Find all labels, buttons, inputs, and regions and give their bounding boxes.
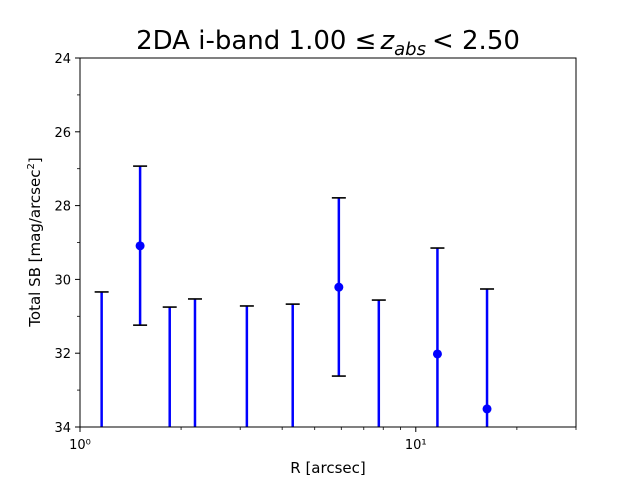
y-tick-label: 24 (54, 52, 71, 67)
x-tick-label: 10⁰ (69, 438, 91, 453)
y-tick-label: 30 (54, 273, 71, 288)
y-tick-label: 34 (54, 421, 71, 436)
y-label-text: Total SB [mag/arcsec (26, 170, 44, 328)
title-var: z (379, 26, 395, 56)
plot-frame (79, 57, 577, 428)
y-tick-label: 28 (54, 200, 71, 215)
y-label-tail: ] (26, 157, 44, 163)
title-sub: abs (394, 39, 426, 60)
data-point (334, 282, 344, 292)
y-label-sup: 2 (26, 163, 37, 169)
y-axis-label: Total SB [mag/arcsec2] (26, 157, 44, 327)
title-text: 2DA i-band 1.00 ≤ (136, 26, 376, 56)
data-point (482, 404, 492, 414)
data-point (135, 241, 145, 251)
chart-title: 2DA i-band 1.00 ≤ zabs < 2.50 (136, 26, 520, 60)
y-tick-label: 32 (54, 347, 71, 362)
y-tick-label: 26 (54, 126, 71, 141)
x-axis-label: R [arcsec] (290, 459, 365, 477)
x-tick-label: 10¹ (405, 438, 427, 453)
title-tail: < 2.50 (432, 26, 520, 56)
data-point (432, 349, 442, 359)
